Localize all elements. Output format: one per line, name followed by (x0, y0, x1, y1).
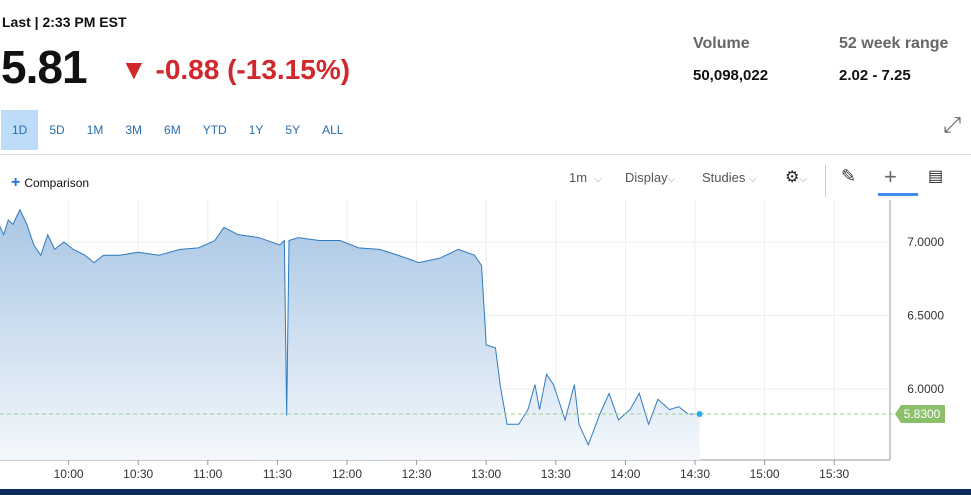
comparison-button[interactable]: + Comparison (11, 174, 89, 192)
y-tick-label: 7.0000 (907, 235, 944, 249)
display-dropdown[interactable]: Display⌵ (625, 170, 675, 185)
last-price-badge (895, 404, 945, 423)
draw-button[interactable]: ✎ (841, 166, 856, 187)
interval-dropdown[interactable]: 1m ⌵ (569, 170, 602, 185)
x-tick-label: 10:00 (54, 467, 84, 481)
last-price: 5.81 (1, 41, 88, 93)
x-tick-label: 14:00 (610, 467, 640, 481)
tab-3m[interactable]: 3M (125, 123, 143, 137)
volume-label: Volume (693, 35, 750, 52)
crosshair-active-indicator (878, 193, 918, 196)
chevron-down-icon: ⌵ (594, 174, 602, 185)
crosshair-button[interactable]: + (884, 164, 897, 190)
x-tick-label: 12:00 (332, 467, 362, 481)
comparison-label: Comparison (24, 176, 90, 190)
tab-5y[interactable]: 5Y (285, 123, 301, 137)
studies-label: Studies (702, 170, 746, 185)
x-tick-label: 11:00 (193, 467, 222, 481)
tab-1d[interactable]: 1D (1, 110, 39, 150)
tab-5d[interactable]: 5D (49, 123, 65, 137)
x-tick-label: 15:00 (750, 467, 780, 481)
range-label: 52 week range (839, 35, 949, 52)
display-label: Display (625, 170, 668, 185)
price-chart[interactable]: 10:00 10:30 11:00 11:30 12:00 12:30 13:00 13:30… (0, 196, 971, 488)
studies-dropdown[interactable]: Studies ⌵ (702, 170, 757, 185)
settings-button[interactable]: ⚙⌵ (785, 167, 807, 187)
range-stat: 52 week range 2.02 - 7.25 (839, 35, 948, 84)
price-area (0, 209, 700, 460)
x-tick-label: 13:00 (471, 467, 501, 481)
range-value: 2.02 - 7.25 (839, 67, 911, 84)
comment-button[interactable]: ▤ (928, 166, 943, 186)
tab-all[interactable]: ALL (322, 123, 344, 137)
volume-value: 50,098,022 (693, 67, 769, 84)
tab-1m[interactable]: 1M (86, 123, 104, 137)
x-tick-label: 11:30 (263, 467, 292, 481)
plus-icon: + (11, 174, 21, 191)
y-tick-label: 6.0000 (907, 382, 944, 396)
toolbar-divider (825, 165, 826, 197)
x-tick-label: 14:30 (680, 467, 710, 481)
interval-label: 1m (569, 170, 588, 185)
range-tabs: 1D 5D 1M 3M 6M YTD 1Y 5Y ALL (1, 110, 354, 150)
tab-1y[interactable]: 1Y (248, 123, 264, 137)
x-tick-label: 10:30 (123, 467, 153, 481)
divider (0, 154, 971, 155)
price-line (0, 208, 700, 447)
tab-6m[interactable]: 6M (164, 123, 181, 137)
chevron-down-icon: ⌵ (667, 174, 676, 185)
chevron-down-icon: ⌵ (799, 174, 807, 185)
expand-icon[interactable]: ⤢ (943, 112, 961, 137)
x-tick-label: 15:30 (819, 467, 849, 481)
gear-icon: ⚙ (785, 169, 800, 186)
x-tick-label: 13:30 (541, 467, 571, 481)
price-change: ▼ -0.88 (-13.15%) (120, 54, 350, 86)
change-text: -0.88 (-13.15%) (155, 54, 351, 85)
triangle-down-icon: ▼ (120, 54, 148, 85)
x-tick-label: 12:30 (402, 467, 432, 481)
footer-bar (0, 489, 971, 495)
last-price-label: 5.8300 (904, 407, 941, 421)
crosshair-icon: + (884, 164, 897, 189)
comment-icon: ▤ (928, 168, 944, 185)
chevron-down-icon: ⌵ (749, 174, 757, 185)
last-updated: Last | 2:33 PM EST (2, 14, 127, 30)
last-point-marker (696, 410, 703, 417)
tab-ytd[interactable]: YTD (202, 123, 227, 137)
y-tick-label: 6.5000 (907, 309, 944, 323)
volume-stat: Volume 50,098,022 (693, 35, 768, 84)
pencil-icon: ✎ (841, 166, 857, 186)
